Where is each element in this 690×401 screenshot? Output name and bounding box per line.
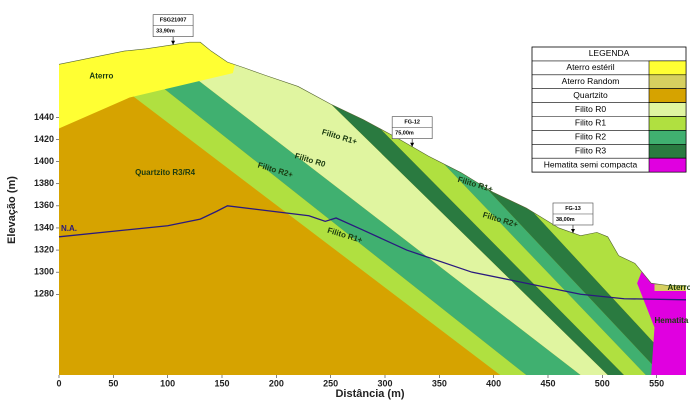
legend-label: Filito R3 xyxy=(575,146,606,156)
x-tick-label: 0 xyxy=(56,378,61,388)
x-tick-label: 500 xyxy=(595,378,610,388)
y-tick-label: 1380 xyxy=(34,178,54,188)
unit-label: Quartzito R3/R4 xyxy=(135,168,196,177)
x-tick-label: 150 xyxy=(214,378,229,388)
legend-swatch xyxy=(648,74,687,90)
x-tick-label: 400 xyxy=(486,378,501,388)
section-layers xyxy=(59,42,686,375)
unit-label: Aterro estéril xyxy=(668,283,690,292)
water-table xyxy=(58,205,687,301)
borehole-name: FSG21007 xyxy=(160,18,187,24)
x-tick-label: 550 xyxy=(649,378,664,388)
y-tick-label: 1360 xyxy=(34,200,54,210)
water-table-label: N.A. xyxy=(61,224,77,233)
unit-label: Aterro xyxy=(89,72,113,81)
legend-swatch xyxy=(648,130,687,145)
legend-label: Aterro Random xyxy=(562,76,620,86)
y-tick-label: 1320 xyxy=(34,244,54,254)
legend-label: Filito R0 xyxy=(575,104,606,114)
x-tick-label: 250 xyxy=(323,378,338,388)
geologic-layer xyxy=(265,42,625,375)
geologic-layer xyxy=(145,42,608,375)
legend-label: Filito R2 xyxy=(575,132,606,142)
x-tick-label: 100 xyxy=(160,378,175,388)
y-tick-label: 1420 xyxy=(34,134,54,144)
x-tick-label: 350 xyxy=(432,378,447,388)
legend-label: Quartzito xyxy=(573,90,608,100)
borehole-marker xyxy=(570,228,575,233)
x-tick-label: 200 xyxy=(269,378,284,388)
borehole-depth: 38,00m xyxy=(556,217,575,223)
unit-label: Hematita semi compacta xyxy=(654,316,690,325)
borehole-name: FG-13 xyxy=(565,206,581,212)
x-axis-title: Distância (m) xyxy=(335,388,404,400)
y-tick-label: 1340 xyxy=(34,222,54,232)
y-tick-label: 1440 xyxy=(34,112,54,122)
borehole-marker xyxy=(171,40,176,45)
y-tick-label: 1280 xyxy=(34,289,54,299)
geologic-layer xyxy=(59,42,527,375)
legend-swatch xyxy=(648,116,687,131)
x-tick-label: 450 xyxy=(540,378,555,388)
x-tick-label: 50 xyxy=(108,378,118,388)
overlay: N.A. Aterro Quartzito R3/R4 Hematita semi c… xyxy=(34,14,690,388)
legend-swatch xyxy=(648,60,687,76)
y-axis-title: Elevação (m) xyxy=(6,176,18,244)
legend-title: LEGENDA xyxy=(589,48,630,58)
borehole-name: FG-12 xyxy=(404,120,420,126)
geologic-layer xyxy=(102,42,581,375)
x-tick-label: 300 xyxy=(377,378,392,388)
legend-label: Aterro estéril xyxy=(566,62,614,72)
legend-swatch xyxy=(648,144,687,159)
y-tick-label: 1300 xyxy=(34,267,54,277)
geologic-layer xyxy=(654,284,686,291)
borehole-depth: 33,90m xyxy=(156,29,175,35)
borehole-marker xyxy=(410,142,415,147)
legend-swatch xyxy=(648,102,687,117)
y-tick-label: 1400 xyxy=(34,156,54,166)
borehole-depth: 75,00m xyxy=(395,131,414,137)
legend-label: Filito R1 xyxy=(575,118,606,128)
legend-swatch xyxy=(648,88,687,103)
legend-swatch xyxy=(648,157,687,173)
ground-surface xyxy=(58,41,686,286)
legend-label: Hematita semi compacta xyxy=(544,159,638,169)
